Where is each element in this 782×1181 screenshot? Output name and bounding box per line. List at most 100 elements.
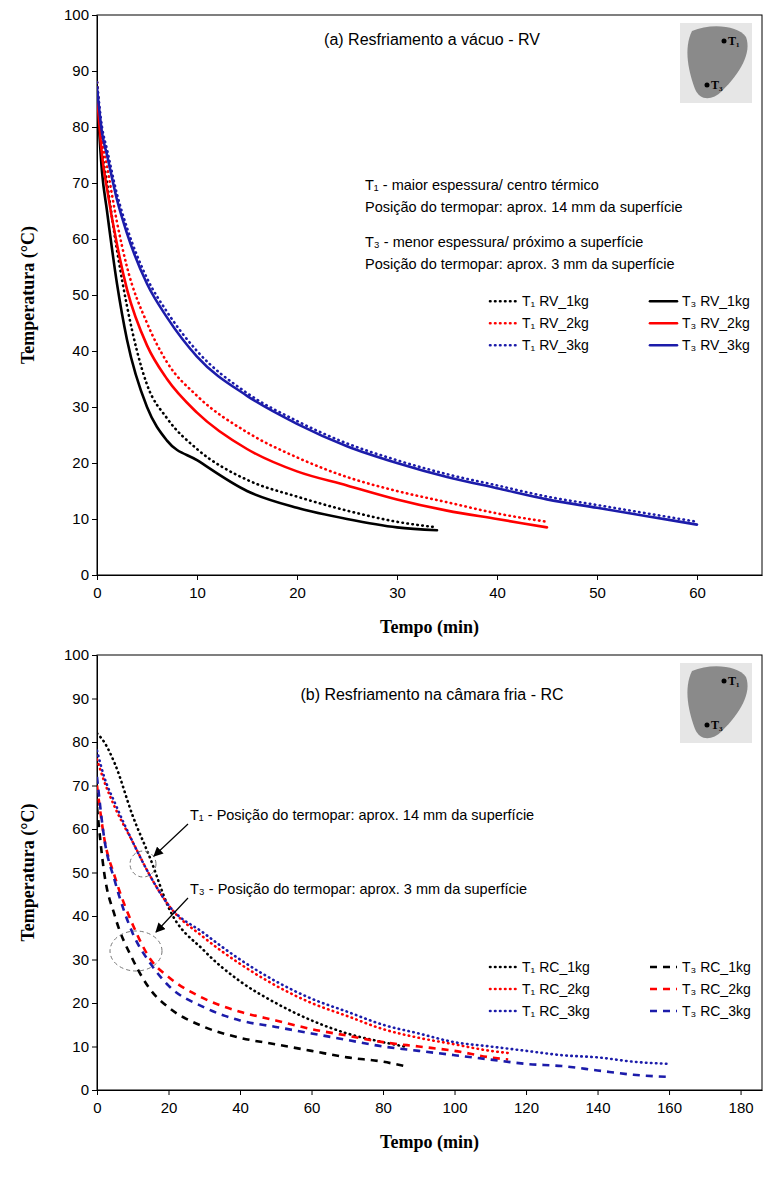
x-tick-mark — [197, 575, 198, 580]
y-axis-title: Temperatura (°C) — [18, 226, 39, 364]
y-tick-mark — [92, 699, 97, 700]
inset-label: T₃ — [711, 78, 723, 92]
legend-label: T₁ RV_2kg — [522, 315, 589, 331]
x-tick-mark — [169, 1090, 170, 1095]
y-axis: 0102030405060708090100 — [64, 6, 98, 583]
y-tick-label: 100 — [64, 646, 89, 663]
x-tick-mark — [598, 1090, 599, 1095]
x-tick-mark — [312, 1090, 313, 1095]
y-tick-label: 0 — [81, 1081, 89, 1098]
legend-label: T₃ RC_2kg — [682, 981, 751, 997]
y-tick: 100 — [64, 6, 97, 23]
y-axis-title: Temperatura (°C) — [18, 803, 39, 941]
x-tick: 30 — [389, 575, 406, 601]
x-tick-mark — [497, 575, 498, 580]
y-axis: 0102030405060708090100 — [64, 646, 98, 1098]
y-tick: 100 — [64, 646, 97, 663]
y-tick-mark — [92, 15, 97, 16]
legend-swatch — [490, 344, 517, 347]
legend-item: T₃ RV_3kg — [650, 337, 750, 353]
x-tick-label: 40 — [489, 584, 506, 601]
legend-item: T₃ RV_1kg — [650, 293, 750, 309]
y-tick-mark — [92, 295, 97, 296]
y-tick-mark — [92, 407, 97, 408]
x-tick-mark — [741, 1090, 742, 1095]
series-line — [97, 93, 437, 530]
x-axis-title: Tempo (min) — [380, 617, 479, 638]
x-tick-label: 80 — [375, 1099, 392, 1116]
legend-label: T₃ RC_1kg — [682, 959, 751, 975]
legend-label: T₃ RV_1kg — [682, 293, 750, 309]
x-tick: 140 — [586, 1090, 611, 1116]
x-tick-label: 60 — [304, 1099, 321, 1116]
plot-frame — [97, 15, 762, 575]
annotation: Posição do termopar: aprox. 14 mm da sup… — [365, 199, 683, 215]
y-tick-mark — [92, 960, 97, 961]
y-tick-label: 10 — [72, 1038, 89, 1055]
x-tick: 80 — [375, 1090, 392, 1116]
chart-title: (b) Resfriamento na câmara fria - RC — [300, 686, 563, 703]
legend-swatch — [650, 322, 677, 325]
x-tick: 160 — [657, 1090, 682, 1116]
x-tick-label: 0 — [93, 1099, 101, 1116]
callout-arrow — [154, 824, 188, 856]
legend-swatch — [650, 300, 677, 303]
y-tick-mark — [92, 1047, 97, 1048]
x-tick: 60 — [304, 1090, 321, 1116]
y-tick-label: 90 — [72, 690, 89, 707]
series-line — [97, 777, 669, 1077]
y-tick-label: 90 — [72, 62, 89, 79]
y-tick-mark — [92, 829, 97, 830]
callout-ellipse — [110, 931, 162, 971]
series-line — [97, 88, 697, 525]
inset: T₁T₃ — [680, 663, 752, 743]
legend-swatch — [650, 988, 677, 991]
legend-swatch — [490, 1010, 517, 1013]
y-tick: 30 — [72, 951, 97, 968]
x-tick-label: 50 — [589, 584, 606, 601]
legend: T₁ RC_1kgT₃ RC_1kgT₁ RC_2kgT₃ RC_2kgT₁ R… — [490, 959, 751, 1019]
series-line — [97, 759, 508, 1053]
x-tick-label: 0 — [93, 584, 101, 601]
y-tick-mark — [92, 742, 97, 743]
y-tick-label: 60 — [72, 820, 89, 837]
y-tick-label: 30 — [72, 398, 89, 415]
legend-label: T₃ RV_3kg — [682, 337, 750, 353]
series-line — [97, 751, 669, 1064]
x-tick: 180 — [729, 1090, 754, 1116]
y-tick-label: 80 — [72, 733, 89, 750]
y-tick-mark — [92, 1090, 97, 1091]
x-tick-mark — [597, 575, 598, 580]
series-line — [97, 93, 547, 527]
annotation: T₃ - Posição do termopar: aprox. 3 mm da… — [190, 881, 527, 897]
annotation: T₃ - menor espessura/ próximo a superfíc… — [365, 234, 643, 250]
legend-swatch — [490, 322, 517, 325]
plot-area — [97, 82, 697, 530]
x-tick-label: 20 — [161, 1099, 178, 1116]
y-tick: 30 — [72, 398, 97, 415]
y-tick: 10 — [72, 1038, 97, 1055]
y-tick-mark — [92, 239, 97, 240]
inset-point — [722, 679, 727, 684]
x-tick-label: 100 — [443, 1099, 468, 1116]
inset-liver — [687, 26, 747, 98]
y-tick: 40 — [72, 342, 97, 359]
x-tick-mark — [526, 1090, 527, 1095]
inset: T₁T₃ — [680, 23, 752, 103]
y-tick-label: 30 — [72, 951, 89, 968]
y-tick-mark — [92, 655, 97, 656]
y-tick-label: 60 — [72, 230, 89, 247]
y-tick-mark — [92, 786, 97, 787]
y-tick-mark — [92, 873, 97, 874]
y-tick-mark — [92, 183, 97, 184]
x-axis: 0102030405060 — [93, 575, 762, 601]
x-tick: 0 — [93, 1090, 101, 1116]
y-tick: 80 — [72, 118, 97, 135]
inset-background — [680, 23, 752, 103]
y-tick-mark — [92, 916, 97, 917]
legend-label: T₃ RC_3kg — [682, 1003, 751, 1019]
x-tick: 40 — [489, 575, 506, 601]
callout-arrow — [156, 898, 188, 932]
legend-label: T₁ RC_1kg — [522, 959, 590, 975]
legend-item: T₃ RV_2kg — [650, 315, 750, 331]
